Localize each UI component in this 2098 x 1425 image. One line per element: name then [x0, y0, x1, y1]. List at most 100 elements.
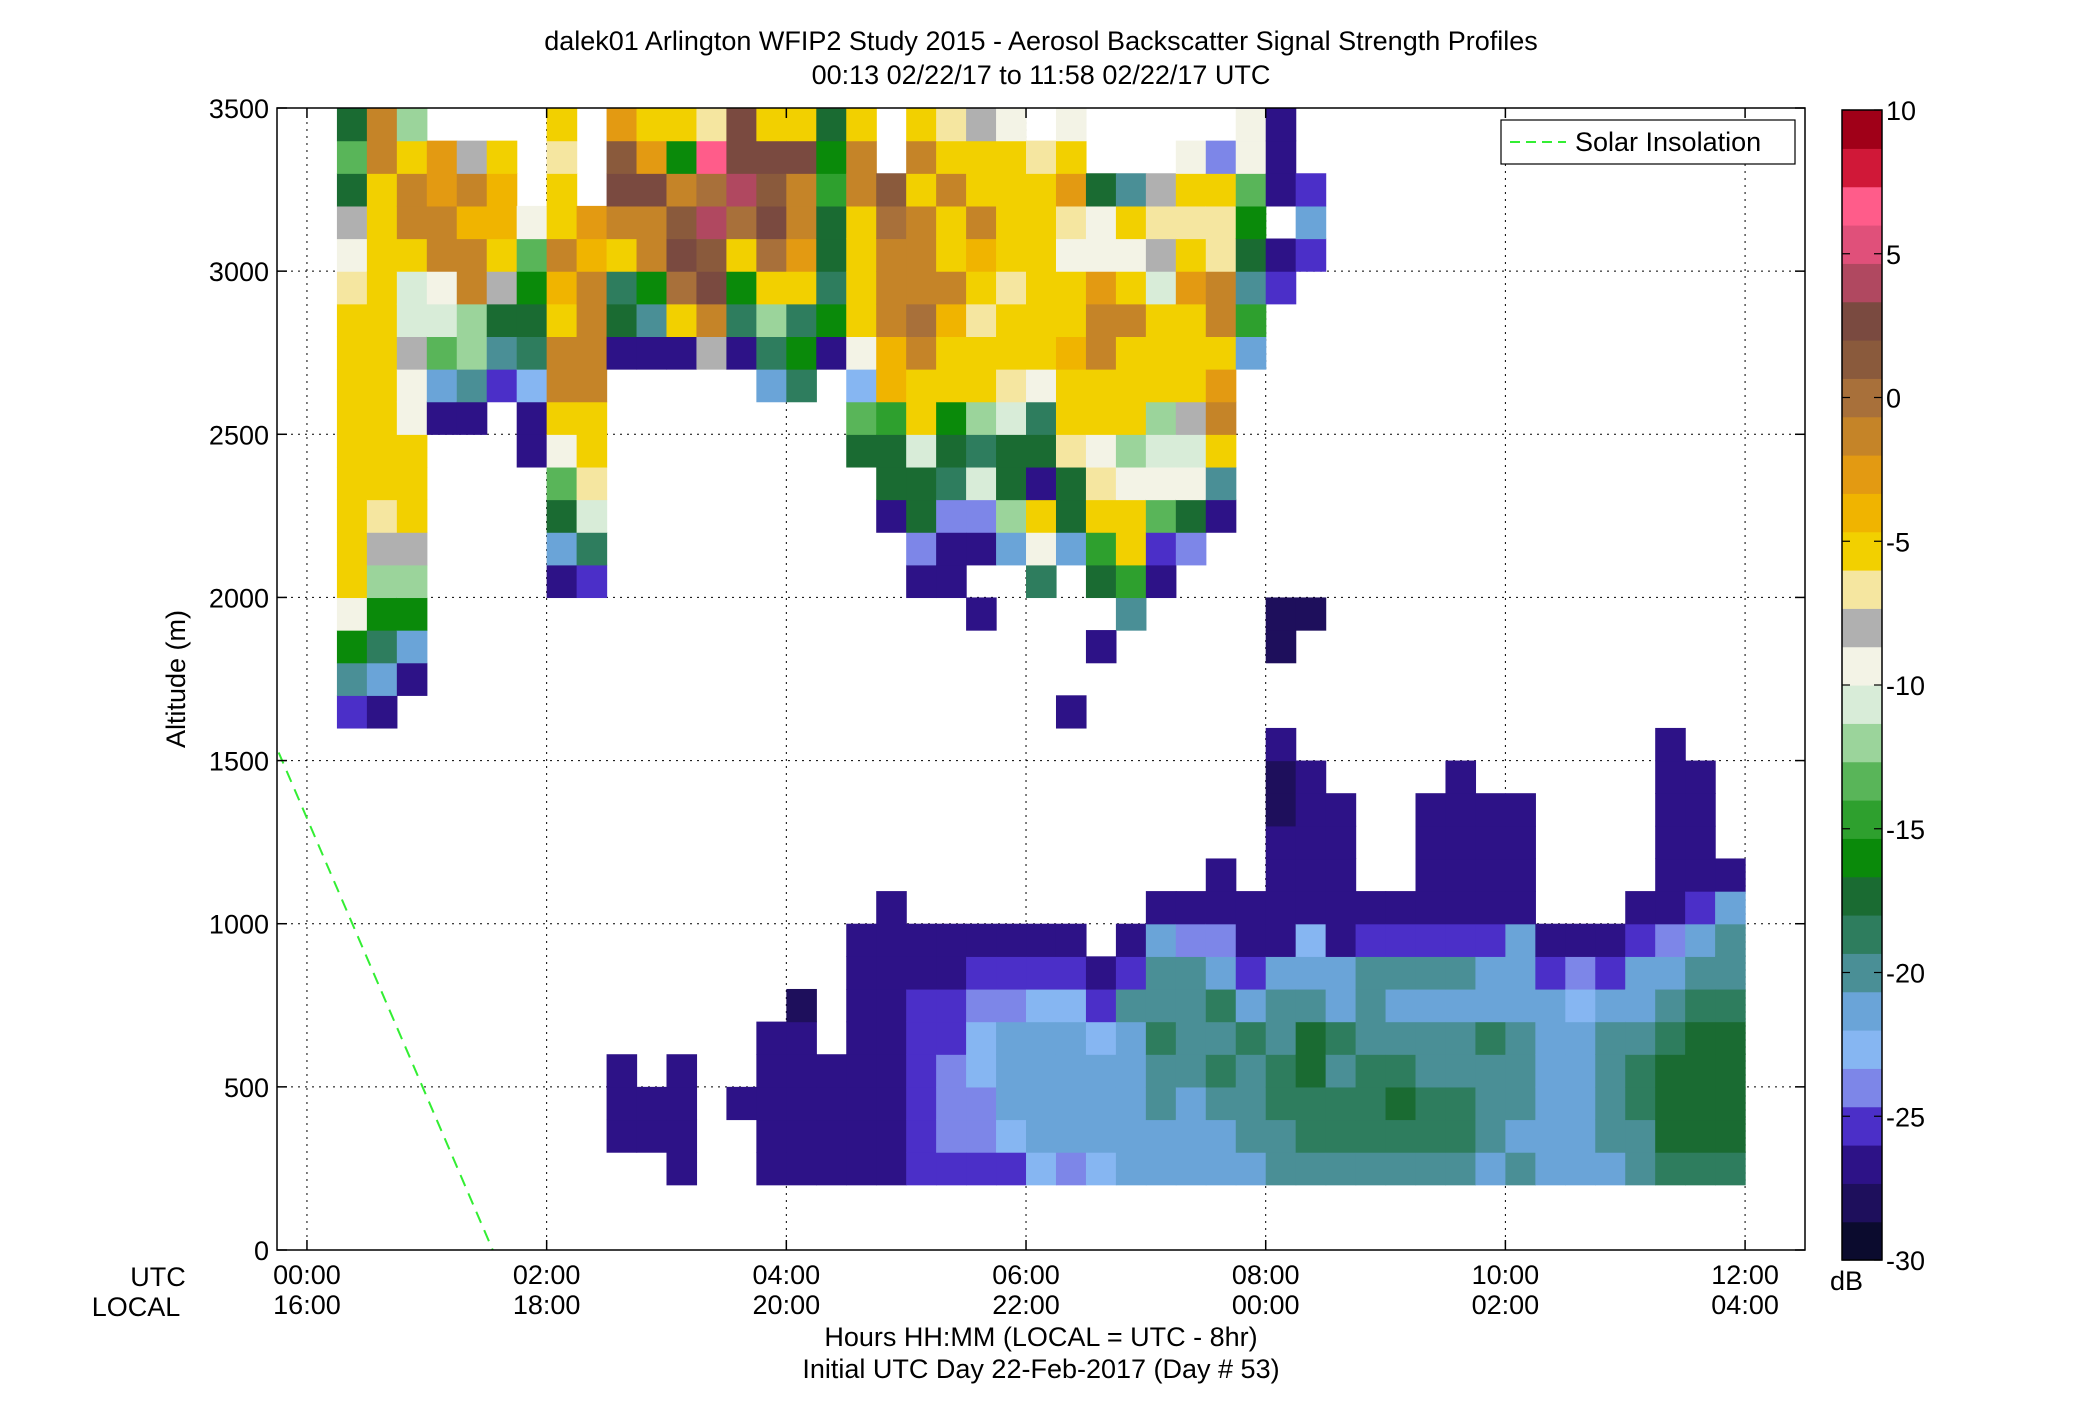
heatmap-cell — [966, 238, 997, 272]
heatmap-cell — [396, 303, 428, 337]
heatmap-cell — [1685, 793, 1716, 827]
heatmap-cell — [966, 140, 997, 174]
heatmap-cell — [936, 564, 967, 599]
heatmap-cell — [1115, 1119, 1147, 1153]
heatmap-cell — [636, 336, 668, 370]
heatmap-cell — [696, 205, 728, 240]
heatmap-cell — [1685, 1021, 1716, 1055]
heatmap-cell — [456, 369, 488, 403]
heatmap-cell — [1295, 1152, 1327, 1186]
heatmap-cell — [846, 205, 877, 240]
heatmap-cell — [996, 271, 1027, 305]
heatmap-cell — [336, 271, 368, 305]
heatmap-cell — [846, 108, 877, 142]
heatmap-cell — [1265, 1021, 1297, 1055]
heatmap-cell — [726, 238, 757, 272]
heatmap-cell — [1026, 173, 1057, 207]
heatmap-cell — [366, 369, 398, 403]
x-tick-label-utc: 00:00 — [273, 1260, 341, 1290]
heatmap-cell — [546, 108, 578, 142]
heatmap-cell — [666, 1086, 698, 1121]
heatmap-cell — [1175, 401, 1207, 435]
heatmap-cell — [1175, 1054, 1207, 1088]
heatmap-cell — [1385, 891, 1417, 925]
heatmap-cell — [996, 205, 1027, 240]
heatmap-cell — [1205, 369, 1237, 403]
heatmap-cell — [936, 303, 967, 337]
heatmap-cell — [1535, 1021, 1566, 1055]
heatmap-cell — [1115, 1021, 1147, 1055]
heatmap-cell — [336, 205, 368, 240]
heatmap-cell — [966, 401, 997, 435]
heatmap-cell — [966, 271, 997, 305]
heatmap-cell — [546, 564, 578, 599]
heatmap-cell — [1655, 1021, 1686, 1055]
heatmap-cell — [876, 891, 907, 925]
heatmap-cell — [576, 434, 608, 468]
heatmap-cell — [1625, 1054, 1656, 1088]
heatmap-cell — [786, 108, 817, 142]
heatmap-cell — [516, 238, 548, 272]
heatmap-cell — [1175, 434, 1207, 468]
heatmap-cell — [756, 1152, 787, 1186]
heatmap-cell — [1295, 956, 1327, 990]
colorbar-segment — [1842, 455, 1882, 494]
heatmap-cell — [1235, 1021, 1267, 1055]
heatmap-cell — [1565, 1086, 1596, 1121]
heatmap-cell — [1085, 499, 1117, 533]
heatmap-cell — [996, 401, 1027, 435]
heatmap-cell — [1175, 140, 1207, 174]
heatmap-cell — [1415, 1054, 1447, 1088]
heatmap-cell — [546, 238, 578, 272]
heatmap-cell — [846, 336, 877, 370]
x-tick-label-local: 02:00 — [1472, 1290, 1540, 1320]
heatmap-cell — [1325, 956, 1357, 990]
heatmap-cell — [546, 466, 578, 501]
heatmap-cell — [786, 1086, 817, 1121]
heatmap-cell — [1235, 1152, 1267, 1186]
heatmap-cell — [1085, 205, 1117, 240]
heatmap-cell — [1715, 1054, 1746, 1088]
heatmap-cell — [1415, 1086, 1447, 1121]
y-tick-label: 1500 — [209, 747, 269, 777]
heatmap-cell — [1055, 956, 1087, 990]
heatmap-cell — [1325, 923, 1357, 957]
heatmap-cell — [1385, 988, 1417, 1023]
heatmap-cell — [996, 108, 1027, 142]
heatmap-cell — [636, 108, 668, 142]
heatmap-cell — [546, 369, 578, 403]
heatmap-cell — [1355, 988, 1387, 1023]
heatmap-cell — [396, 401, 428, 435]
heatmap-cell — [906, 1021, 937, 1055]
legend-entry-solar-insolation: Solar Insolation — [1575, 127, 1761, 157]
heatmap-cell — [1265, 988, 1297, 1023]
heatmap-cell — [756, 1086, 787, 1121]
heatmap-cell — [1655, 858, 1686, 892]
heatmap-cell — [366, 499, 398, 533]
heatmap-cell — [1325, 1054, 1357, 1088]
heatmap-cell — [1505, 1021, 1536, 1055]
heatmap-cell — [996, 1021, 1027, 1055]
heatmap-cell — [1535, 956, 1566, 990]
y-tick-label: 1000 — [209, 910, 269, 940]
heatmap-cell — [396, 336, 428, 370]
heatmap-cell — [1205, 205, 1237, 240]
heatmap-cell — [666, 336, 698, 370]
heatmap-cell — [1115, 271, 1147, 305]
heatmap-cell — [1205, 1021, 1237, 1055]
heatmap-cell — [1655, 956, 1686, 990]
heatmap-cell — [1235, 1086, 1267, 1121]
heatmap-cell — [1145, 205, 1177, 240]
heatmap-cell — [1295, 597, 1327, 631]
heatmap-cell — [1625, 1086, 1656, 1121]
heatmap-cell — [966, 434, 997, 468]
heatmap-cell — [1085, 369, 1117, 403]
colorbar-segment — [1842, 186, 1882, 226]
heatmap-cell — [1115, 336, 1147, 370]
heatmap-cell — [366, 630, 398, 664]
heatmap-cell — [846, 434, 877, 468]
heatmap-cell — [1145, 434, 1177, 468]
heatmap-cell — [906, 923, 937, 957]
heatmap-cell — [936, 434, 967, 468]
heatmap-cell — [816, 1086, 847, 1121]
